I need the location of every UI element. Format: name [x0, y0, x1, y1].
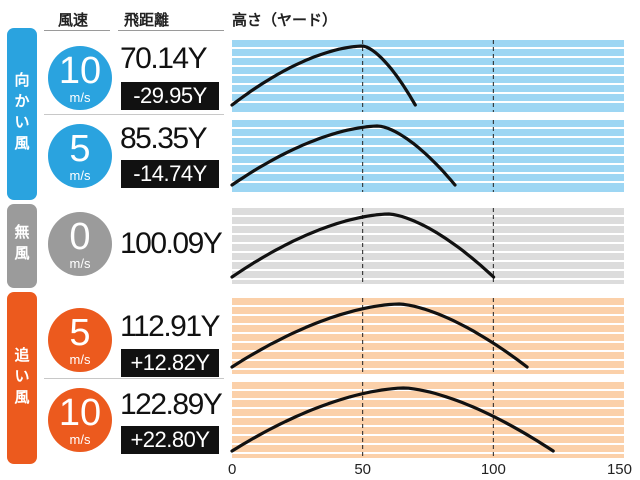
header-height: 高さ（ヤード）	[232, 11, 338, 29]
row-divider	[44, 114, 224, 115]
header-underline-distance	[118, 30, 224, 31]
wind-speed-circle: 10 m/s	[48, 388, 112, 452]
carry-distance-value: 85.35Y	[120, 122, 208, 155]
chart-panel-bg	[232, 382, 624, 458]
band-calm	[7, 204, 37, 288]
x-tick-label: 0	[228, 461, 236, 478]
x-tick-label: 100	[481, 461, 506, 478]
trajectory-line	[230, 124, 457, 187]
header-carry-distance: 飛距離	[124, 11, 170, 29]
distance-difference-badge: -14.74Y	[121, 160, 219, 188]
band-tailwind	[7, 292, 37, 464]
wind-speed-circle: 5 m/s	[48, 124, 112, 188]
x-tick-label: 150	[607, 461, 632, 478]
trajectory-line	[230, 44, 417, 107]
trajectory-line	[230, 302, 529, 369]
x-tick-label: 50	[354, 461, 371, 478]
chart-panel-bg	[232, 208, 624, 284]
wind-speed-circle: 0 m/s	[48, 212, 112, 276]
band-calm-label: 無風	[14, 223, 30, 262]
header-underline-wind	[44, 30, 110, 31]
trajectory-line	[230, 386, 555, 453]
carry-distance-value: 100.09Y	[120, 227, 223, 260]
distance-difference-badge: -29.95Y	[121, 82, 219, 110]
wind-speed-circle: 5 m/s	[48, 308, 112, 372]
carry-distance-value: 70.14Y	[120, 42, 208, 75]
band-headwind-label: 向かい風	[14, 71, 30, 152]
band-headwind	[7, 28, 37, 200]
wind-speed-circle: 10 m/s	[48, 46, 112, 110]
trajectory-line	[230, 212, 496, 279]
band-tailwind-label: 追い風	[14, 346, 30, 406]
row-divider	[44, 378, 224, 379]
carry-distance-value: 112.91Y	[120, 310, 221, 343]
carry-distance-value: 122.89Y	[120, 388, 223, 421]
distance-difference-badge: +12.82Y	[121, 349, 219, 377]
header-wind-speed: 風速	[58, 11, 89, 29]
distance-difference-badge: +22.80Y	[121, 426, 219, 454]
